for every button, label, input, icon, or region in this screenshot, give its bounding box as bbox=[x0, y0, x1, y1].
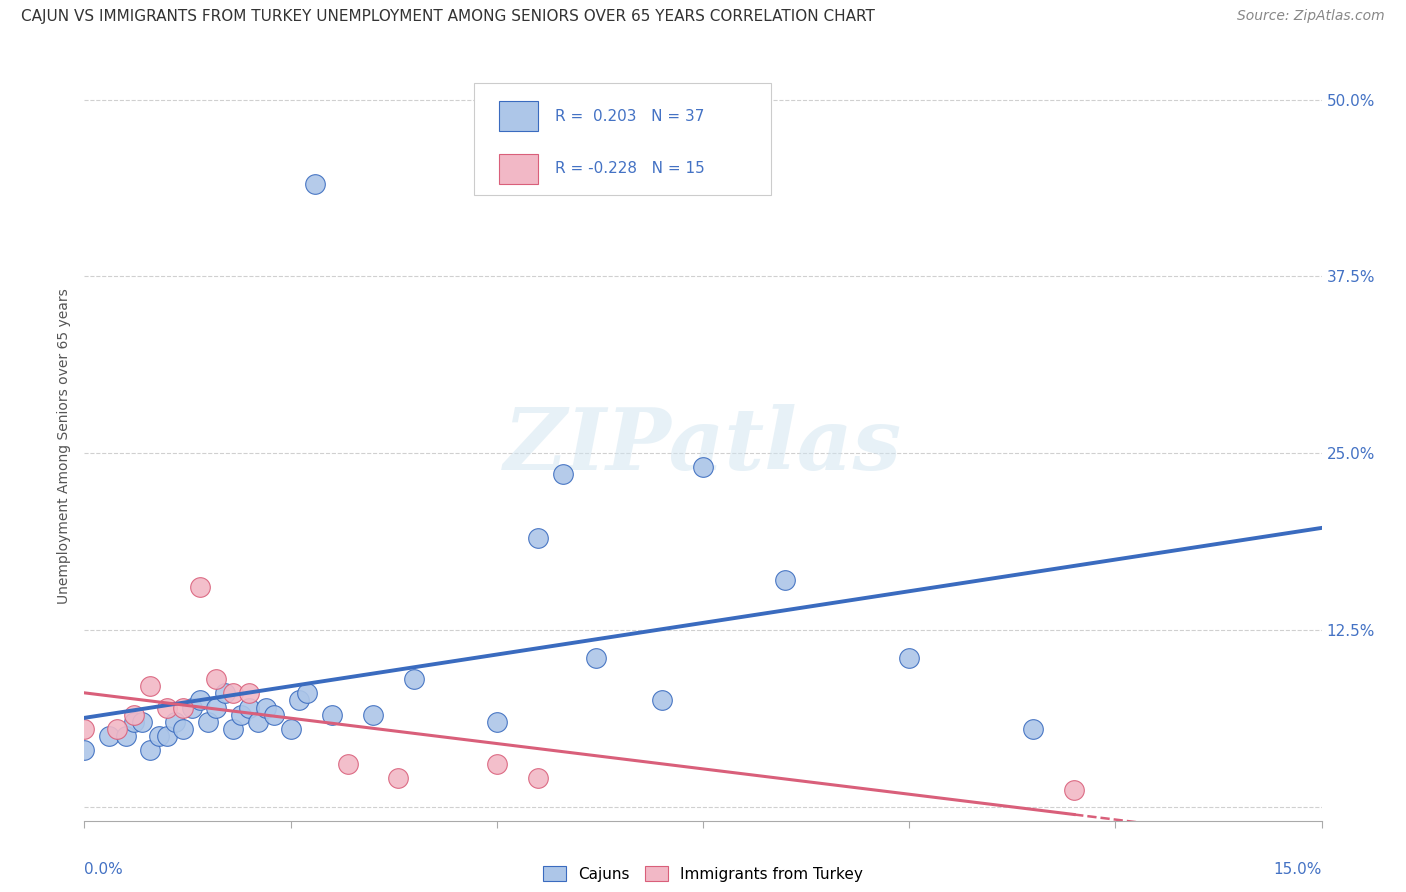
Point bbox=[387, 771, 409, 785]
Text: R = -0.228   N = 15: R = -0.228 N = 15 bbox=[554, 161, 704, 177]
Point bbox=[156, 700, 179, 714]
Point bbox=[222, 686, 245, 700]
Point bbox=[361, 707, 384, 722]
Point bbox=[188, 580, 211, 594]
Text: 0.0%: 0.0% bbox=[84, 862, 124, 877]
Legend: Cajuns, Immigrants from Turkey: Cajuns, Immigrants from Turkey bbox=[537, 860, 869, 888]
Point bbox=[122, 714, 145, 729]
Point bbox=[197, 714, 219, 729]
Point bbox=[73, 722, 96, 736]
Point bbox=[238, 686, 260, 700]
Point bbox=[205, 700, 228, 714]
Point bbox=[98, 729, 121, 743]
FancyBboxPatch shape bbox=[499, 102, 538, 131]
Point bbox=[288, 693, 311, 707]
Point bbox=[280, 722, 302, 736]
Point bbox=[229, 707, 252, 722]
Text: R =  0.203   N = 37: R = 0.203 N = 37 bbox=[554, 109, 704, 124]
Point bbox=[898, 651, 921, 665]
Point bbox=[775, 574, 797, 588]
Point bbox=[551, 467, 574, 482]
Point bbox=[404, 673, 426, 687]
Point bbox=[304, 178, 326, 192]
Point bbox=[131, 714, 153, 729]
Point bbox=[263, 707, 285, 722]
Point bbox=[222, 722, 245, 736]
Point bbox=[485, 757, 508, 772]
Point bbox=[295, 686, 318, 700]
Point bbox=[172, 700, 194, 714]
FancyBboxPatch shape bbox=[499, 153, 538, 184]
Point bbox=[148, 729, 170, 743]
Point bbox=[139, 743, 162, 757]
Y-axis label: Unemployment Among Seniors over 65 years: Unemployment Among Seniors over 65 years bbox=[58, 288, 72, 604]
Point bbox=[254, 700, 277, 714]
FancyBboxPatch shape bbox=[474, 83, 770, 195]
Point bbox=[1063, 782, 1085, 797]
Point bbox=[188, 693, 211, 707]
Point bbox=[692, 460, 714, 475]
Point bbox=[238, 700, 260, 714]
Point bbox=[165, 714, 187, 729]
Point bbox=[156, 729, 179, 743]
Point bbox=[651, 693, 673, 707]
Point bbox=[105, 722, 128, 736]
Point bbox=[321, 707, 343, 722]
Point bbox=[485, 714, 508, 729]
Text: CAJUN VS IMMIGRANTS FROM TURKEY UNEMPLOYMENT AMONG SENIORS OVER 65 YEARS CORRELA: CAJUN VS IMMIGRANTS FROM TURKEY UNEMPLOY… bbox=[21, 9, 875, 24]
Point bbox=[122, 707, 145, 722]
Text: 15.0%: 15.0% bbox=[1274, 862, 1322, 877]
Point bbox=[180, 700, 202, 714]
Point bbox=[1022, 722, 1045, 736]
Point bbox=[585, 651, 607, 665]
Point bbox=[337, 757, 360, 772]
Point bbox=[73, 743, 96, 757]
Point bbox=[172, 722, 194, 736]
Point bbox=[114, 729, 136, 743]
Point bbox=[527, 771, 550, 785]
Point bbox=[214, 686, 236, 700]
Point bbox=[139, 679, 162, 693]
Point bbox=[205, 673, 228, 687]
Point bbox=[246, 714, 269, 729]
Text: Source: ZipAtlas.com: Source: ZipAtlas.com bbox=[1237, 9, 1385, 23]
Text: ZIPatlas: ZIPatlas bbox=[503, 404, 903, 488]
Point bbox=[527, 531, 550, 545]
